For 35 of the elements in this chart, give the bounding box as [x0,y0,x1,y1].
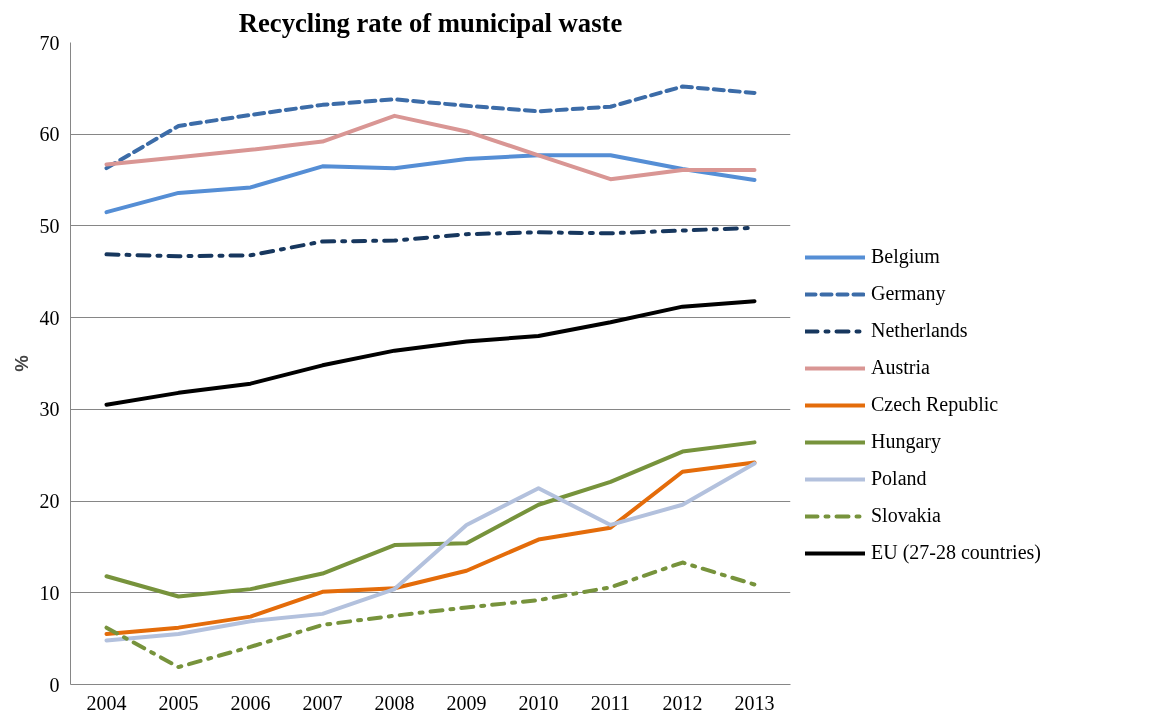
x-tick-label: 2005 [158,691,199,714]
y-tick-label: 70 [39,31,60,54]
line-series [104,84,757,171]
line-series [104,299,757,407]
x-tick-label: 2009 [446,691,487,714]
x-tick-label: 2007 [302,691,343,714]
x-tick-label: 2008 [374,691,415,714]
y-axis-title: % [10,354,32,372]
legend-label: Poland [871,467,927,490]
y-tick-label: 10 [39,581,60,604]
y-tick-label: 0 [49,673,60,696]
line-series [104,153,757,215]
y-tick-label: 60 [39,123,60,146]
y-tick-label: 30 [39,398,60,421]
legend-label: EU (27-28 countries) [871,541,1041,564]
legend-label: Belgium [871,245,940,268]
x-tick-label: 2013 [734,691,775,714]
x-tick-label: 2004 [86,691,127,714]
line-series [104,560,757,670]
y-tick-label: 40 [39,306,60,329]
line-series [104,440,757,599]
y-tick-label: 20 [39,490,60,513]
chart-title: Recycling rate of municipal waste [238,7,623,38]
x-tick-label: 2010 [518,691,559,714]
legend-label: Hungary [871,430,941,453]
legend-label: Austria [871,356,930,379]
x-tick-label: 2006 [230,691,271,714]
x-tick-label: 2012 [662,691,703,714]
x-tick-label: 2011 [590,691,631,714]
legend-label: Netherlands [871,319,968,342]
legend-label: Czech Republic [871,393,999,416]
legend-label: Germany [871,282,946,305]
y-tick-label: 50 [39,214,60,237]
legend-label: Slovakia [871,504,941,527]
line-series [104,113,757,182]
